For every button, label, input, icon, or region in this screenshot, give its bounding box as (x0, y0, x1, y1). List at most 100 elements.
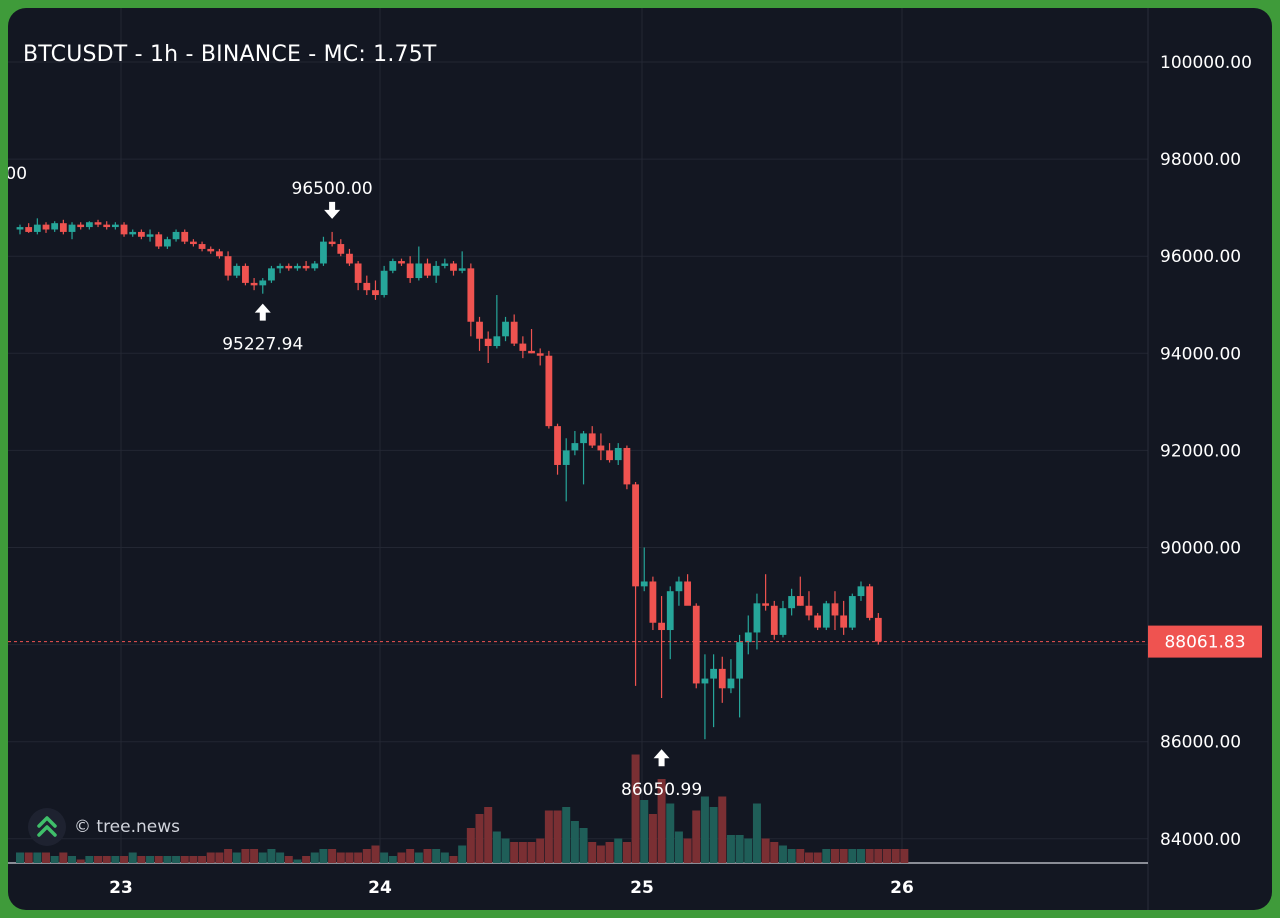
volume-bar-93 (822, 849, 831, 863)
candle-40 (363, 275, 371, 296)
candle-90 (796, 576, 804, 606)
candle-57 (510, 314, 518, 347)
candle-42 (380, 265, 388, 298)
candle-21 (198, 241, 206, 252)
volume-bar-31 (284, 856, 293, 863)
volume-bar-64 (570, 821, 579, 863)
candle-50 (450, 261, 457, 276)
candle-18 (172, 229, 180, 242)
price-tick-label-0: 100000.00 (1160, 53, 1252, 73)
candle-body-52 (467, 268, 475, 322)
last-price-label: 88061.83 (1164, 633, 1245, 653)
volume-bar-92 (813, 852, 822, 863)
candle-22 (207, 246, 215, 254)
candle-body-68 (606, 450, 613, 461)
candle-body-92 (814, 615, 822, 628)
candle-25 (233, 263, 241, 279)
volume-bar-94 (830, 849, 839, 863)
candle-61 (545, 350, 553, 429)
candle-26 (242, 263, 249, 286)
candle-9 (94, 219, 102, 228)
price-tick-label-4: 92000.00 (1160, 441, 1241, 461)
candle-45 (406, 256, 414, 283)
candle-31 (285, 263, 293, 271)
volume-bar-58 (518, 842, 527, 863)
volume-bar-8 (85, 856, 94, 863)
volume-bar-40 (362, 849, 371, 863)
candle-body-70 (623, 447, 631, 485)
candle-body-29 (268, 268, 275, 281)
annotation-label-1: 95227.94 (222, 335, 303, 355)
candle-body-18 (172, 231, 180, 240)
candle-body-48 (432, 265, 440, 276)
volume-bar-85 (752, 803, 761, 863)
candle-58 (519, 336, 527, 359)
price-axis[interactable]: 100000.00 98000.00 96000.00 94000.00 92000.0… (1148, 53, 1262, 850)
candlestick-chart[interactable]: 96500.00 95227.94 86050.99 .00 100000.00 980… (8, 8, 1272, 910)
candle-34 (311, 261, 319, 271)
candle-body-30 (276, 265, 284, 269)
candle-41 (372, 280, 379, 300)
candle-body-16 (155, 234, 163, 247)
candle-43 (389, 258, 397, 274)
volume-bar-21 (198, 856, 207, 863)
volume-bar-98 (865, 849, 874, 863)
watermark-text: © tree.news (74, 817, 181, 837)
volume-bar-3 (42, 852, 51, 863)
candle-37 (337, 239, 345, 257)
candles (16, 218, 882, 740)
candle-53 (476, 316, 483, 351)
annotation-arrow-down-0 (324, 201, 341, 219)
price-tick-label-2: 96000.00 (1160, 247, 1241, 267)
candle-13 (129, 229, 137, 237)
time-axis[interactable]: 23 24 25 26 (109, 878, 914, 898)
watermark: © tree.news (28, 808, 180, 846)
volume-bar-75 (666, 803, 675, 863)
candle-12 (120, 222, 128, 237)
candle-body-85 (753, 603, 761, 633)
volume-bar-18 (172, 856, 181, 863)
volume-bar-79 (700, 796, 709, 863)
candle-44 (398, 258, 405, 266)
candle-87 (770, 600, 778, 640)
candle-85 (753, 593, 761, 650)
candle-91 (805, 591, 813, 621)
candle-68 (606, 443, 613, 463)
price-tick-label-3: 94000.00 (1160, 344, 1241, 364)
candle-body-58 (519, 343, 527, 351)
candle-75 (666, 586, 674, 660)
volume-bar-24 (224, 849, 233, 863)
volume-bar-28 (258, 852, 267, 863)
candle-96 (848, 593, 856, 631)
volume-bar-16 (154, 856, 163, 863)
volume-bar-25 (232, 852, 241, 863)
candle-6 (68, 222, 76, 240)
volume-bar-55 (492, 831, 501, 863)
candle-body-60 (536, 353, 544, 356)
candle-body-74 (658, 622, 665, 631)
volume-bar-101 (891, 849, 900, 863)
candle-99 (874, 613, 882, 645)
volume-bar-38 (345, 852, 354, 863)
candle-body-6 (68, 224, 76, 232)
volume-bar-20 (189, 856, 198, 863)
candle-body-3 (42, 224, 50, 230)
candle-body-72 (640, 581, 648, 587)
volume-bar-56 (501, 838, 510, 863)
volume-bar-99 (874, 849, 883, 863)
candle-body-22 (207, 248, 215, 252)
candle-body-89 (788, 596, 796, 609)
candle-body-78 (692, 605, 700, 684)
candle-19 (181, 229, 189, 245)
volume-bar-46 (414, 852, 423, 863)
candle-76 (675, 576, 683, 606)
volume-bar-80 (709, 807, 718, 863)
candle-body-81 (718, 668, 726, 689)
candle-89 (788, 588, 796, 616)
candle-body-11 (111, 224, 119, 228)
candle-body-59 (528, 350, 535, 354)
candle-body-94 (831, 603, 839, 616)
candle-body-26 (242, 265, 249, 283)
volume-bar-5 (59, 852, 68, 863)
candle-body-57 (510, 321, 518, 344)
